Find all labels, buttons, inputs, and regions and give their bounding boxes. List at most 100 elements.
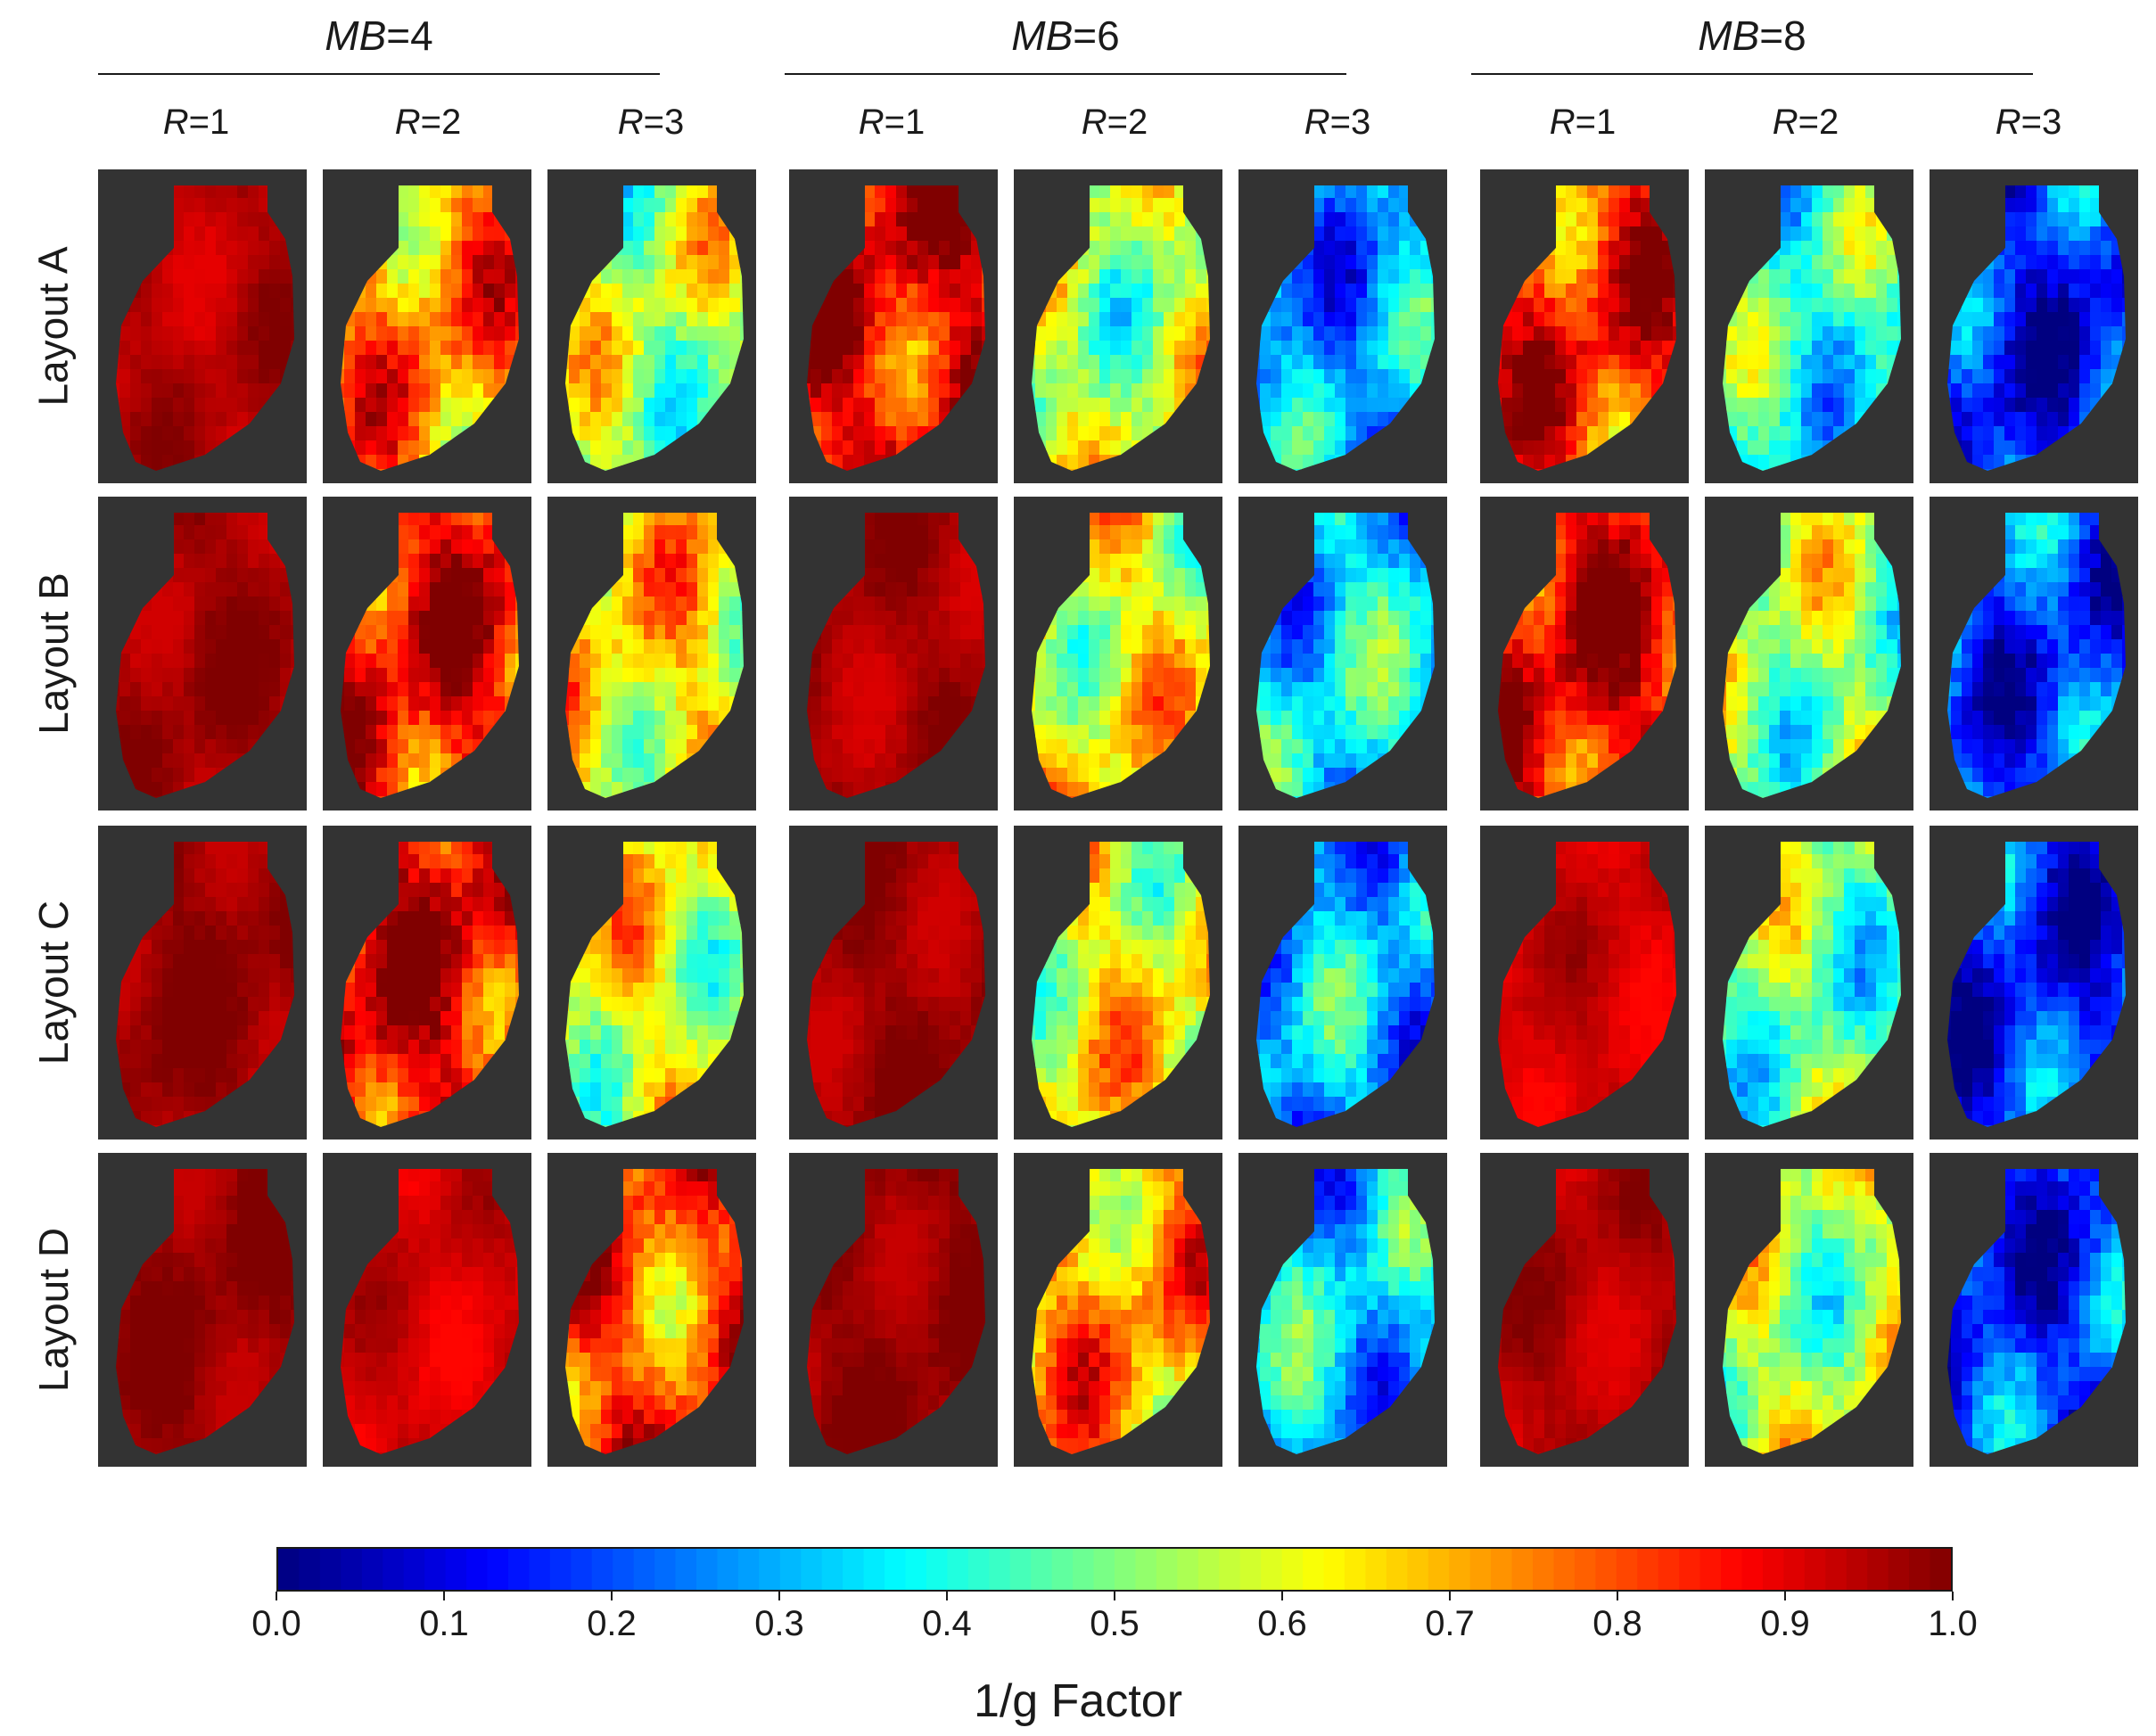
heatmap-cell <box>1099 383 1111 399</box>
heatmap-cell <box>1523 355 1535 370</box>
heatmap-cell <box>451 596 463 612</box>
heatmap-cell <box>1142 241 1154 256</box>
heatmap-cell <box>1313 412 1325 427</box>
heatmap-cell <box>440 513 452 526</box>
heatmap-cell <box>355 654 366 669</box>
heatmap-cell <box>1994 269 2005 284</box>
heatmap-cell <box>237 226 249 242</box>
heatmap-cell <box>1598 185 1609 199</box>
heatmap-cell <box>398 596 409 612</box>
heatmap-cell <box>1131 269 1143 284</box>
heatmap-cell <box>1812 185 1823 199</box>
heatmap-cell <box>248 241 259 256</box>
heatmap-cell <box>875 355 886 370</box>
heatmap-cell <box>130 753 142 769</box>
heatmap-cell <box>1983 398 1995 413</box>
heatmap-cell <box>1780 298 1791 313</box>
heatmap-cell <box>1313 298 1325 313</box>
heatmap-cell <box>226 596 238 612</box>
heatmap-cell <box>1544 398 1556 413</box>
heatmap-cell <box>1876 298 1888 313</box>
heatmap-cell <box>1420 341 1432 356</box>
heatmap-cell <box>1812 269 1823 284</box>
heatmap-cell <box>173 326 185 341</box>
heatmap-cell <box>419 525 431 540</box>
heatmap-cell <box>269 341 281 356</box>
heatmap-cell <box>1598 355 1609 370</box>
heatmap-cell <box>622 226 634 242</box>
heatmap-cell <box>2004 284 2016 299</box>
heatmap-cell <box>398 711 409 726</box>
heatmap-cell <box>376 611 388 626</box>
heatmap-cell <box>194 369 206 384</box>
heatmap-cell <box>1748 326 1759 341</box>
heatmap-cell <box>376 753 388 769</box>
heatmap-cell <box>184 554 195 569</box>
heatmap-cell <box>832 298 843 313</box>
heatmap-cell <box>708 212 720 227</box>
heatmap-cell <box>1576 355 1588 370</box>
heatmap-cell <box>280 341 292 356</box>
heatmap-cell <box>1142 269 1154 284</box>
heatmap-cell <box>1587 212 1599 227</box>
heatmap-cell <box>483 539 495 555</box>
heatmap-cell <box>1801 241 1813 256</box>
heatmap-cell <box>387 682 399 697</box>
heatmap-cell <box>1972 326 1984 341</box>
heatmap-cell <box>1801 440 1813 456</box>
heatmap-cell <box>612 426 623 441</box>
heatmap-cell <box>1758 355 1770 370</box>
heatmap-cell <box>515 611 519 626</box>
heatmap-cell <box>1367 383 1378 399</box>
heatmap-cell <box>515 284 519 299</box>
heatmap-cell <box>184 753 195 769</box>
heatmap-cell <box>408 355 420 370</box>
heatmap-cell <box>341 383 345 399</box>
heatmap-cell <box>376 440 388 456</box>
heatmap-cell <box>1313 369 1325 384</box>
heatmap-cell <box>1498 355 1502 370</box>
heatmap-cell <box>440 383 452 399</box>
heatmap-cell <box>939 241 950 256</box>
heatmap-cell <box>119 682 131 697</box>
heatmap-cell <box>494 582 506 597</box>
heatmap-cell <box>216 525 227 540</box>
heatmap-cell <box>462 539 473 555</box>
heatmap-cell <box>907 326 918 341</box>
heatmap-cell <box>1555 326 1567 341</box>
heatmap-cell <box>184 739 195 754</box>
heatmap-cell <box>483 625 495 640</box>
heatmap-cell <box>366 341 377 356</box>
heatmap-cell <box>419 355 431 370</box>
heatmap-cell <box>565 355 570 370</box>
heatmap-cell <box>590 284 602 299</box>
heatmap-cell <box>1651 226 1663 242</box>
heatmap-cell <box>1630 341 1642 356</box>
heatmap-cell <box>612 255 623 270</box>
r-label: R=1 <box>789 100 994 144</box>
heatmap-cell <box>1865 298 1877 313</box>
heatmap-cell <box>398 341 409 356</box>
heatmap-cell <box>907 312 918 327</box>
heatmap-cell <box>1780 198 1791 213</box>
heatmap-cell <box>687 226 698 242</box>
heatmap-cell <box>2079 398 2091 413</box>
heatmap-cell <box>1534 284 1545 299</box>
heatmap-cell <box>141 668 152 683</box>
heatmap-cell <box>1555 355 1567 370</box>
heatmap-cell <box>194 269 206 284</box>
heatmap-cell <box>633 341 645 356</box>
heatmap-cell <box>280 611 292 626</box>
heatmap-cell <box>173 269 185 284</box>
heatmap-cell <box>1994 440 2005 456</box>
heatmap-cell <box>1174 312 1186 327</box>
heatmap-cell <box>1089 212 1100 227</box>
heatmap-cell <box>1196 341 1207 356</box>
heatmap-cell <box>1271 369 1282 384</box>
gfactor-map <box>98 169 307 483</box>
heatmap-cell <box>451 312 463 327</box>
heatmap-cell <box>1110 426 1122 441</box>
heatmap-cell <box>141 298 152 313</box>
heatmap-cell <box>184 654 195 669</box>
heatmap-cell <box>419 582 431 597</box>
